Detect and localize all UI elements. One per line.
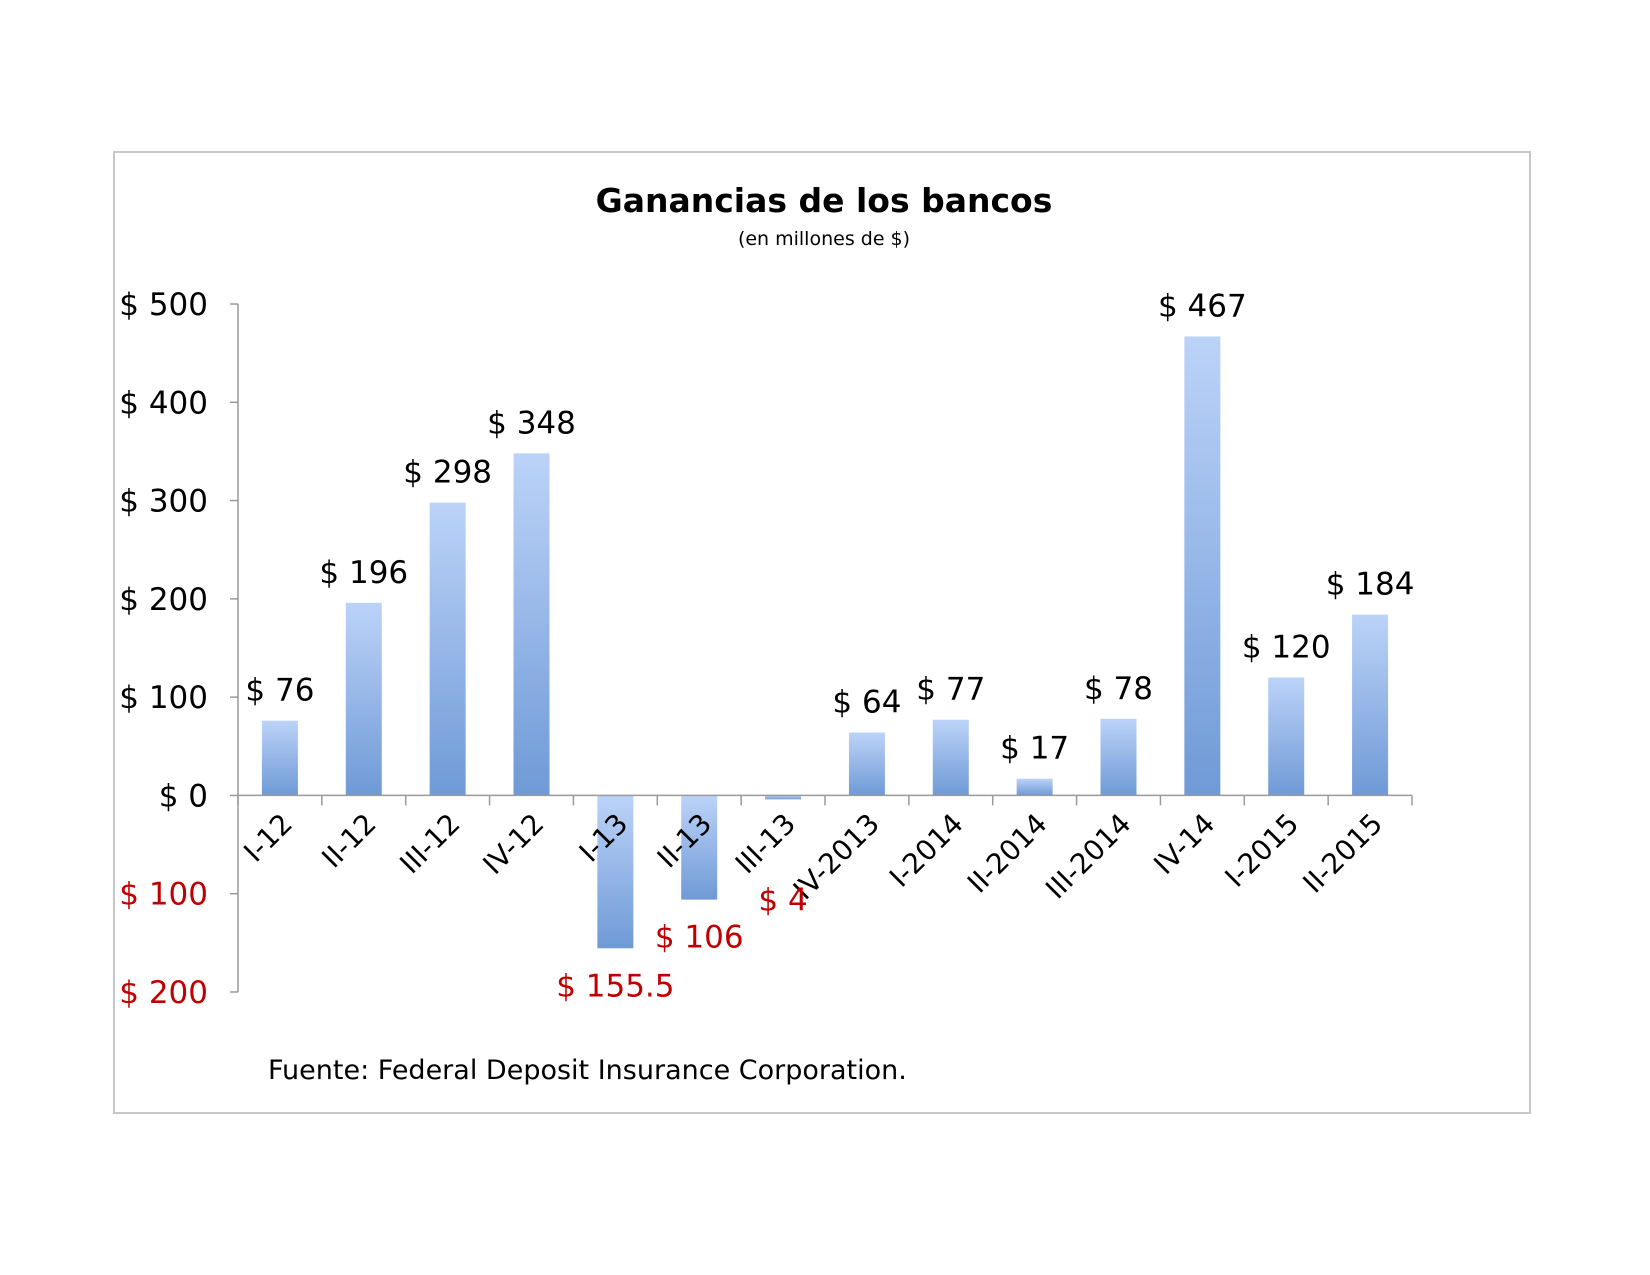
data-label-I-2015: $ 120 <box>1242 629 1331 665</box>
chart-frame: Ganancias de los bancos (en millones de … <box>113 151 1531 1114</box>
bar-I-12 <box>261 720 298 796</box>
x-category-label: II-2014 <box>961 807 1054 900</box>
bar-II-2014 <box>1016 778 1053 796</box>
bar-I-2015 <box>1268 677 1305 796</box>
y-tick-label: $ 100 <box>119 877 208 913</box>
bar-II-12 <box>345 602 382 796</box>
bar-I-2014 <box>932 719 969 796</box>
x-category-label: II-2015 <box>1296 807 1389 900</box>
data-label-I-13: $ 155.5 <box>556 968 674 1004</box>
bar-III-2014 <box>1100 718 1137 796</box>
bar-IV-14 <box>1184 336 1221 796</box>
chart-subtitle: (en millones de $) <box>738 228 910 250</box>
data-label-I-12: $ 76 <box>245 673 314 709</box>
bar-IV-2013 <box>848 732 885 796</box>
y-tick-label: $ 300 <box>119 484 208 520</box>
data-label-IV-14: $ 467 <box>1158 288 1247 324</box>
x-category-label: I-2014 <box>883 807 970 894</box>
bar-II-2015 <box>1352 614 1389 796</box>
x-category-label: II-12 <box>315 807 382 874</box>
data-label-IV-2013: $ 64 <box>832 685 901 721</box>
source-note: Fuente: Federal Deposit Insurance Corpor… <box>268 1055 907 1086</box>
bar-III-12 <box>429 502 466 796</box>
bar-III-13 <box>765 795 802 800</box>
y-tick-label: $ 0 <box>159 778 208 814</box>
data-label-II-12: $ 196 <box>319 555 408 591</box>
data-label-IV-12: $ 348 <box>487 405 576 441</box>
x-category-label: III-13 <box>729 807 802 880</box>
x-category-label: IV-12 <box>477 807 551 881</box>
chart-title: Ganancias de los bancos <box>596 181 1053 220</box>
bar-IV-12 <box>513 453 550 796</box>
y-tick-label: $ 200 <box>119 975 208 1011</box>
y-tick-label: $ 500 <box>119 287 208 323</box>
y-tick-label: $ 100 <box>119 680 208 716</box>
bar-I-13 <box>597 795 634 949</box>
bar-II-13 <box>681 795 718 900</box>
x-category-label: IV-14 <box>1147 807 1221 881</box>
data-label-III-12: $ 298 <box>403 455 492 491</box>
x-category-label: I-2015 <box>1218 807 1305 894</box>
data-label-I-2014: $ 77 <box>916 672 985 708</box>
data-label-III-2014: $ 78 <box>1084 671 1153 707</box>
x-category-label: III-12 <box>393 807 466 880</box>
data-label-II-2015: $ 184 <box>1326 567 1415 603</box>
y-tick-label: $ 400 <box>119 385 208 421</box>
data-label-II-13: $ 106 <box>655 920 744 956</box>
bar-chart: Ganancias de los bancos (en millones de … <box>119 181 1415 1086</box>
x-category-label: I-12 <box>237 807 299 869</box>
y-tick-label: $ 200 <box>119 582 208 618</box>
data-label-II-2014: $ 17 <box>1000 731 1069 767</box>
x-category-label: III-2014 <box>1039 807 1137 905</box>
data-label-III-13: $ 4 <box>758 882 807 918</box>
